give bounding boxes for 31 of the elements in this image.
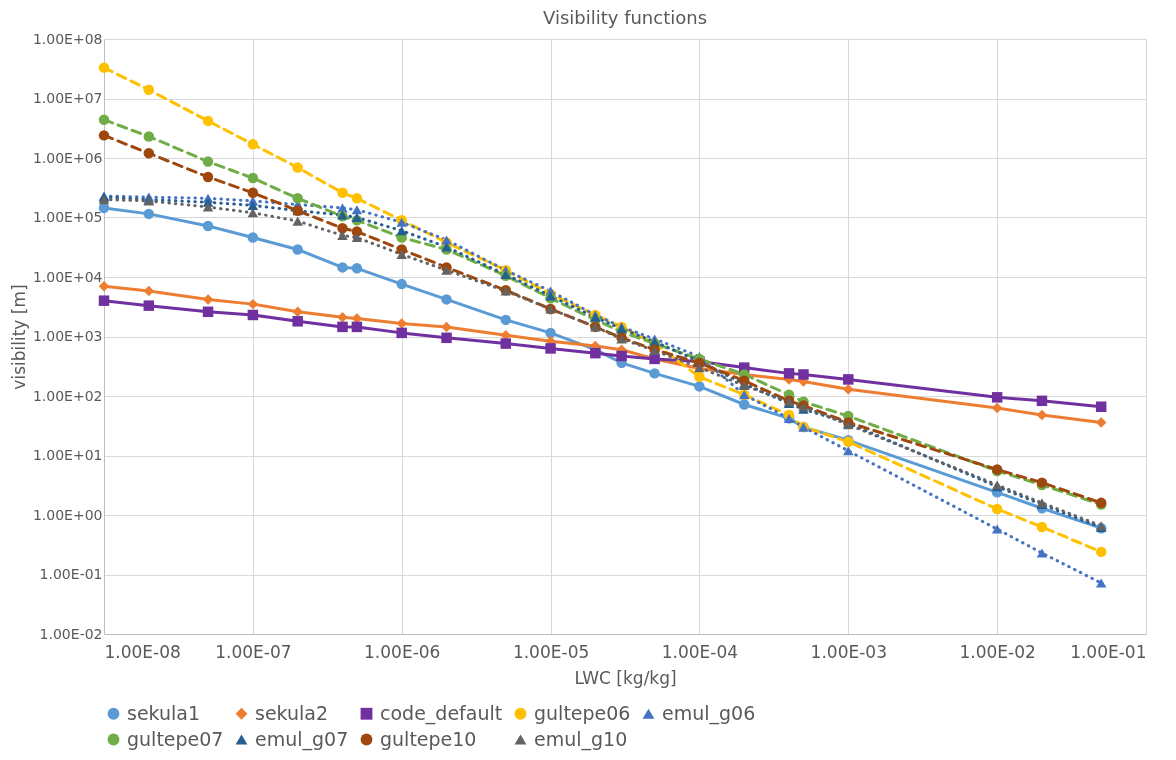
x-tick-label: 1.00E-07 [215, 641, 292, 662]
x-tick-label: 1.00E-01 [1070, 641, 1147, 662]
y-tick-label: 1.00E+02 [32, 387, 103, 404]
legend-label: sekula2 [255, 701, 329, 724]
legend-label: emul_g06 [662, 701, 756, 725]
y-tick-label: 1.00E-02 [39, 625, 103, 642]
x-tick-label: 1.00E-06 [364, 641, 441, 662]
y-tick-label: 1.00E+05 [32, 209, 103, 225]
y-axis-title: visibility [m] [8, 284, 29, 390]
y-tick-label: 1.00E+06 [32, 149, 103, 166]
y-tick-label: 1.00E+01 [32, 447, 103, 463]
legend-label: emul_g07 [255, 727, 349, 751]
y-tick-label: 1.00E+03 [32, 328, 103, 344]
y-tick-label: 1.00E-01 [39, 566, 103, 582]
x-tick-label: 1.00E-08 [104, 641, 181, 662]
legend-label: gultepe10 [380, 727, 477, 750]
legend-label: gultepe06 [534, 701, 631, 724]
x-tick-label: 1.00E-04 [661, 641, 739, 662]
legend-label: code_default [380, 701, 503, 725]
legend-label: emul_g10 [534, 727, 628, 751]
x-tick-label: 1.00E-03 [810, 641, 887, 662]
y-tick-label: 1.00E+08 [32, 30, 103, 47]
x-axis-title: LWC [kg/kg] [574, 667, 677, 688]
x-tick-label: 1.00E-05 [512, 641, 590, 662]
legend-label: gultepe07 [127, 727, 224, 750]
y-tick-label: 1.00E+00 [32, 506, 103, 523]
y-tick-label: 1.00E+07 [32, 90, 103, 106]
x-tick-label: 1.00E-02 [959, 641, 1036, 662]
y-tick-label: 1.00E+04 [32, 268, 103, 285]
chart-title: Visibility functions [542, 7, 708, 28]
legend-label: sekula1 [127, 701, 201, 724]
